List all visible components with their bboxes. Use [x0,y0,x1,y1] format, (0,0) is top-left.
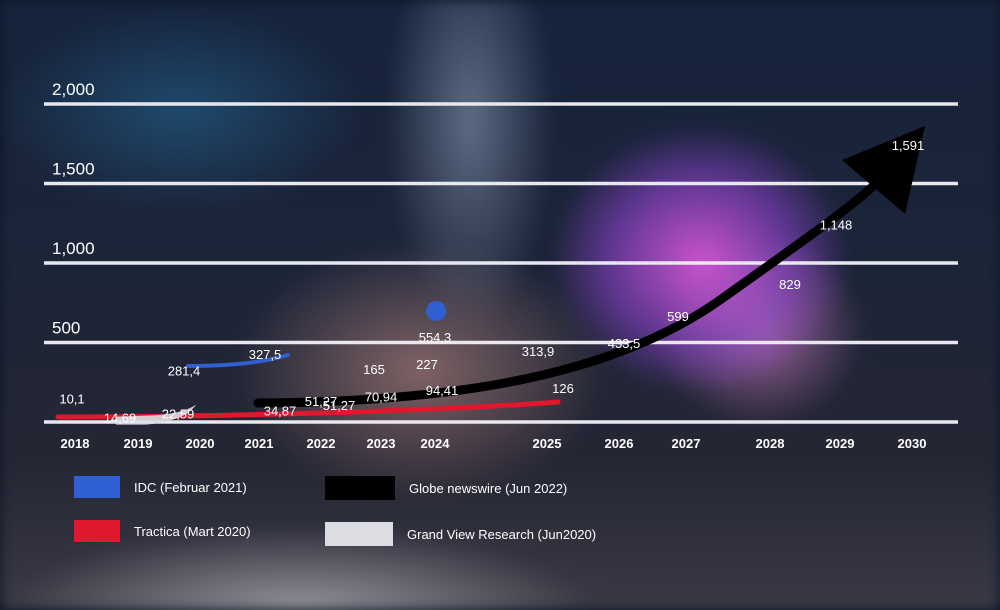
x-tick-label: 2030 [898,436,927,451]
data-label: 14,69 [104,411,137,426]
x-tick-label: 2019 [124,436,153,451]
data-label: 227 [416,357,438,372]
x-tick-label: 2024 [421,436,451,451]
y-tick-label: 2,000 [52,80,95,99]
data-label: 313,9 [522,344,555,359]
series-grand-view-band [116,404,196,425]
data-label: 1,148 [820,217,853,232]
data-label: 281,4 [168,363,201,378]
series-idc-marker [426,301,446,321]
data-label: 94,41 [426,383,459,398]
x-tick-label: 2028 [756,436,785,451]
data-label: 34,87 [264,403,297,418]
x-tick-label: 2021 [245,436,274,451]
legend-label: Tractica (Mart 2020) [134,524,251,539]
data-label: 554,3 [419,330,452,345]
x-tick-label: 2025 [533,436,562,451]
data-label-layer: 281,4 327,5 554,3 10,1 51,27 70,94 94,41 126 34,… [59,138,924,426]
grid-layer: 2,000 1,500 1,000 500 2018 2019 2020 2021 2022 20… [44,80,958,451]
y-tick-label: 1,500 [52,160,95,179]
data-label: 327,5 [249,347,282,362]
x-tick-label: 2018 [61,436,90,451]
x-tick-label: 2020 [186,436,215,451]
data-label: 829 [779,277,801,292]
x-tick-label: 2022 [307,436,336,451]
x-tick-label: 2026 [605,436,634,451]
series-globe-newswire-arrowhead [842,126,925,214]
legend-swatch [74,476,120,498]
legend-label: Grand View Research (Jun2020) [407,527,596,542]
y-tick-label: 500 [52,319,80,338]
data-label: 126 [552,381,574,396]
data-label: 10,1 [59,391,84,406]
data-label: 433,5 [608,336,641,351]
series-globe-newswire-arrow [253,165,895,408]
data-label: 22,59 [162,406,195,421]
legend-swatch [325,476,395,500]
data-label: 599 [667,309,689,324]
legend-swatch [325,522,393,546]
series-idc-line [186,353,290,368]
data-label: 70,94 [365,390,398,405]
x-tick-label: 2029 [826,436,855,451]
data-label: 51,27 [305,394,338,409]
series-layer [55,126,925,425]
legend: IDC (Februar 2021) Tractica (Mart 2020) Gl… [74,476,596,546]
x-tick-label: 2023 [367,436,396,451]
data-label: 165 [363,362,385,377]
data-label: 1,591 [892,138,925,153]
x-tick-label: 2027 [672,436,701,451]
data-label: 51,27 [323,398,356,413]
legend-label: Globe newswire (Jun 2022) [409,481,567,496]
legend-label: IDC (Februar 2021) [134,480,247,495]
legend-swatch [74,520,120,542]
y-tick-label: 1,000 [52,239,95,258]
